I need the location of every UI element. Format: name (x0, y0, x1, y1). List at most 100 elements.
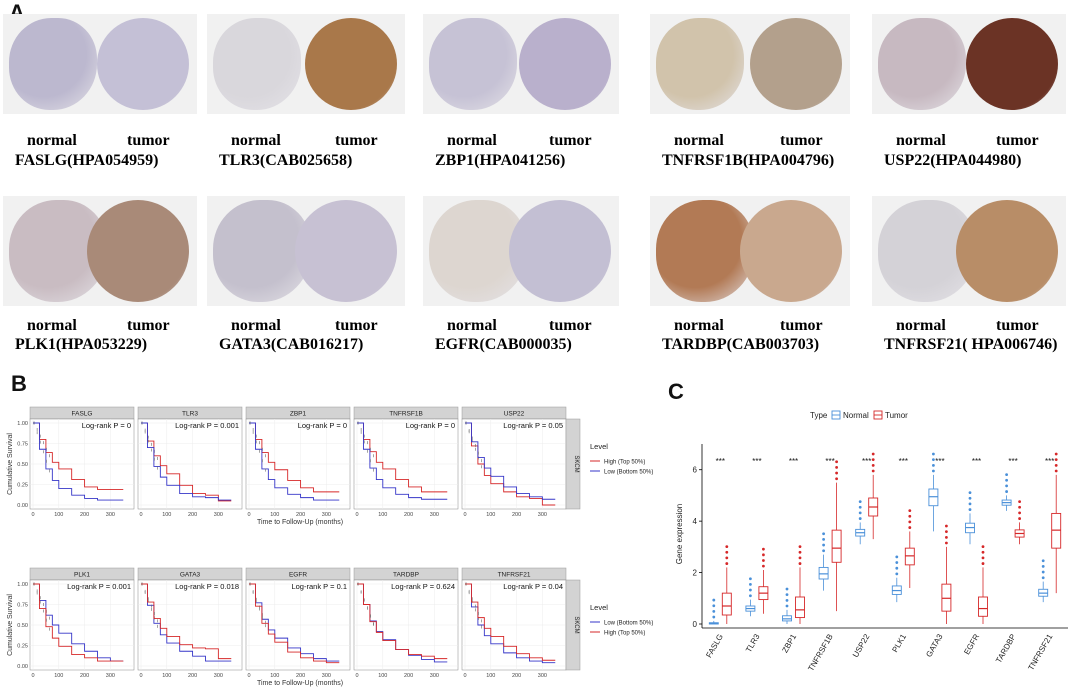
km-subplot: TARDBP 0 100 200 300 Log-rank P = 0.624 (353, 567, 459, 679)
boxplot-outlier (749, 583, 752, 586)
boxplot-outlier (871, 458, 875, 462)
normal-tissue-core (429, 18, 517, 110)
km-x-tick: 0 (247, 673, 250, 679)
ihc-image (872, 196, 1066, 306)
boxplot-significance: *** (752, 457, 761, 466)
boxplot-outlier (908, 520, 912, 524)
boxplot-box (928, 452, 939, 532)
boxplot-outlier (749, 588, 752, 592)
normal-label: normal (674, 317, 724, 334)
boxplot-outlier (858, 517, 862, 520)
km-survival-curve (357, 422, 448, 493)
boxplot-outlier (1054, 463, 1058, 467)
normal-label: normal (674, 132, 724, 149)
normal-tissue-core (9, 18, 97, 110)
km-y-tick: 1.00 (17, 421, 28, 427)
tumor-tissue-core (295, 200, 397, 302)
boxplot-outlier (762, 547, 765, 551)
km-x-tick: 300 (538, 512, 547, 518)
km-gene-label: EGFR (289, 572, 307, 579)
boxplot-outlier (785, 587, 789, 591)
boxplot-category-label: FASLG (704, 633, 725, 660)
normal-tissue-core (213, 200, 311, 302)
normal-label: normal (27, 132, 77, 149)
boxplot-outlier (1041, 559, 1045, 563)
boxplot-outlier (945, 524, 948, 528)
boxplot-box (795, 545, 805, 624)
km-y-axis-label: Cumulative Survival (7, 433, 14, 495)
ihc-image (872, 14, 1066, 114)
boxplot-outlier (712, 598, 716, 602)
boxplot-category-label: GATA3 (924, 632, 945, 659)
km-logrank-p: Log-rank P = 0 (82, 421, 131, 430)
km-x-tick: 100 (378, 673, 387, 679)
panel-label-b: B (11, 371, 27, 396)
boxplot-outlier (1005, 484, 1008, 488)
km-x-tick: 0 (355, 673, 358, 679)
boxplot-outlier (712, 610, 716, 613)
boxplot-significance: *** (972, 457, 981, 466)
boxplot-outlier (1041, 576, 1045, 580)
boxplot-outlier (968, 491, 972, 494)
km-gene-label: FASLG (72, 411, 93, 418)
boxplot-outlier (932, 452, 935, 456)
km-subplot: PLK1 0 100 200 300 Log-rank P = 0.001 (29, 567, 135, 679)
km-survival-curve (33, 422, 124, 501)
km-x-tick: 300 (106, 673, 115, 679)
normal-label: normal (231, 317, 281, 334)
boxplot-outlier (895, 561, 899, 564)
tumor-label: tumor (335, 132, 378, 149)
gene-antibody-label: PLK1(HPA053229) (15, 336, 148, 353)
boxplot-box (941, 524, 952, 624)
normal-tissue-core (878, 18, 966, 110)
km-x-tick: 100 (270, 673, 279, 679)
km-x-tick: 300 (214, 512, 223, 518)
boxplot-box (708, 598, 719, 625)
km-logrank-p: Log-rank P = 0.04 (503, 582, 563, 591)
boxplot-outlier (712, 604, 716, 608)
km-x-tick: 0 (463, 512, 466, 518)
boxplot-legend: Type Normal Tumor (810, 410, 908, 420)
boxplot-outlier (1005, 473, 1008, 476)
km-x-tick: 0 (463, 673, 466, 679)
boxplot-iqr (831, 529, 842, 563)
km-survival-curve (141, 422, 232, 501)
boxplot-box (855, 500, 866, 545)
km-survival-curve (249, 583, 340, 662)
boxplot-significance: *** (825, 457, 834, 466)
boxplot-box (978, 545, 988, 624)
km-cancer-label: SKCM (573, 616, 579, 633)
expression-boxplot-panel: 0 2 4 6 Gene expression Type Normal Tumor *** FAS… (675, 410, 1068, 673)
boxplot-outlier (981, 550, 985, 554)
km-logrank-p: Log-rank P = 0.018 (175, 582, 239, 591)
boxplot-category-label: USP22 (851, 632, 872, 659)
boxplot-iqr (1051, 512, 1062, 549)
ihc-image (423, 196, 619, 306)
boxplot-outlier (1054, 452, 1058, 456)
ihc-image (3, 196, 197, 306)
boxplot-category-label: TNFRSF1B (806, 633, 834, 673)
km-logrank-p: Log-rank P = 0.624 (391, 582, 455, 591)
normal-tissue-core (656, 18, 744, 110)
boxplot-outlier (835, 471, 838, 475)
km-subplot: TNFRSF21 0 100 200 300 Log-rank P = 0.04 (461, 567, 567, 679)
boxplot-legend-label: Tumor (885, 411, 908, 420)
boxplot-outlier (822, 532, 825, 536)
km-subplot: TNFRSF1B 0 100 200 300 Log-rank P = 0 (353, 406, 459, 518)
boxplot-outlier (835, 466, 838, 469)
km-cancer-label: SKCM (573, 455, 579, 472)
boxplot-legend-title: Type (810, 411, 828, 420)
km-survival-curve (249, 422, 340, 501)
boxplot-category-label: PLK1 (890, 632, 908, 654)
boxplot-outlier (1018, 517, 1021, 520)
km-survival-curve (141, 583, 232, 662)
boxplot-y-tick: 2 (693, 569, 698, 578)
boxplot-legend-label: Normal (843, 411, 869, 420)
boxplot-y-tick: 4 (693, 517, 698, 526)
boxplot-outlier (835, 477, 838, 481)
km-y-tick: 1.00 (17, 582, 28, 588)
km-y-tick: 0.50 (17, 623, 28, 629)
km-legend-title: Level (590, 603, 608, 612)
km-y-tick: 0.75 (17, 442, 28, 448)
km-logrank-p: Log-rank P = 0.05 (503, 421, 563, 430)
